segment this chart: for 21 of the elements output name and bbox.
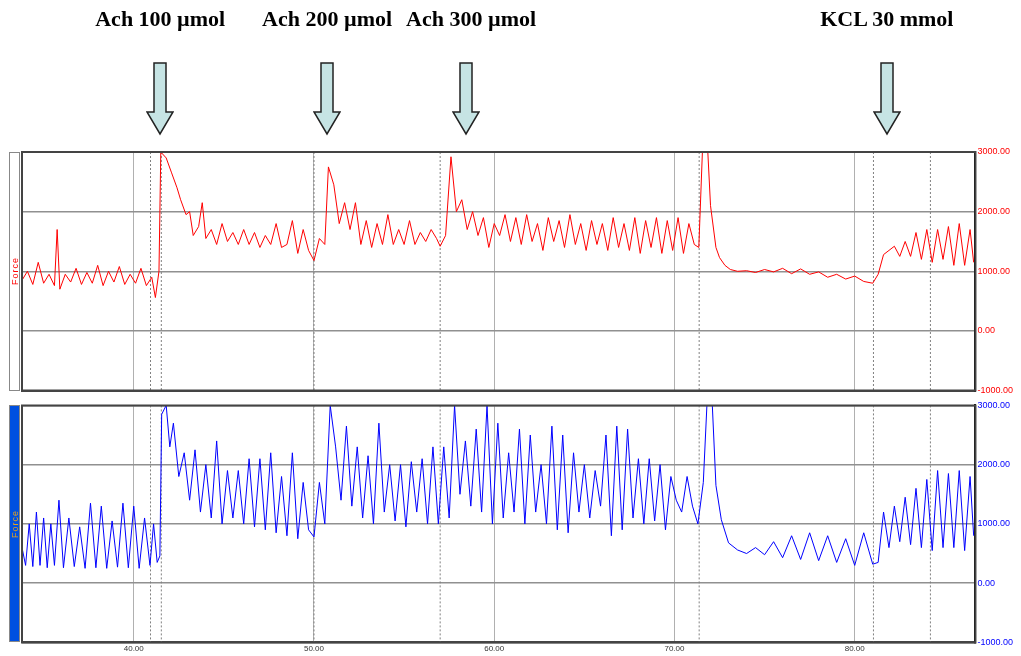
x-tick-label: 70.00	[664, 644, 686, 654]
text: KCL 30 mmol	[820, 6, 954, 32]
y-tick-label: 3000.00	[977, 399, 1011, 410]
y-tick-label: 1000.00	[977, 518, 1011, 529]
y-tick-label: 2000.00	[977, 206, 1011, 217]
y-tick-label: 0.00	[977, 577, 995, 588]
y-axis-title: Force	[9, 509, 20, 538]
y-tick-label: 2000.00	[977, 459, 1011, 470]
text: Ach 300 µmol	[406, 6, 537, 32]
x-tick-label: 60.00	[484, 644, 505, 654]
x-tick-label: 50.00	[303, 644, 325, 654]
y-tick-label: 3000.00	[977, 146, 1011, 157]
text: Ach 200 µmol	[262, 6, 393, 32]
y-tick-label: -1000.00	[977, 636, 1013, 647]
x-tick-label: 80.00	[844, 644, 866, 654]
y-tick-label: 1000.00	[977, 265, 1011, 276]
y-axis-title: Force	[9, 257, 20, 286]
text: Ach 100 µmol	[95, 6, 226, 32]
x-tick-label: 40.00	[123, 644, 145, 654]
y-tick-label: 0.00	[977, 325, 995, 336]
y-tick-label: -1000.00	[977, 385, 1013, 396]
